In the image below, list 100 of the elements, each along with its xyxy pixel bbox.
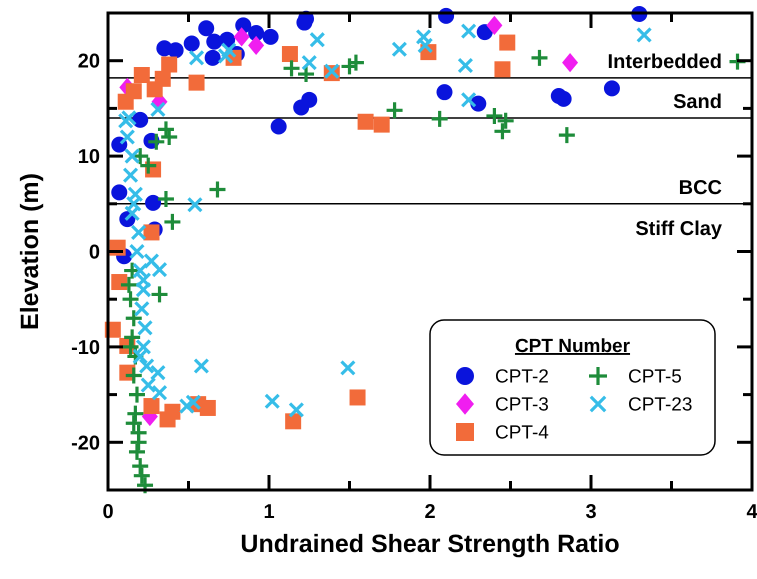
point: [470, 96, 486, 112]
point: [146, 81, 163, 98]
point: [234, 27, 250, 46]
point: [218, 48, 234, 64]
point: [156, 189, 176, 209]
point: [185, 394, 202, 410]
point: [130, 456, 150, 476]
point: [296, 64, 316, 84]
point: [288, 402, 304, 418]
point: [350, 389, 366, 406]
y-tick-label: 10: [78, 146, 100, 168]
point: [188, 50, 205, 66]
point: [150, 364, 166, 381]
point: [374, 116, 390, 133]
annotation: BCC: [678, 176, 722, 199]
point: [146, 132, 166, 152]
legend-label: CPT-3: [495, 394, 549, 416]
point: [119, 275, 139, 294]
point: [127, 442, 147, 462]
y-axis-title: Elevation (m): [16, 173, 44, 330]
point: [248, 36, 264, 56]
point: [486, 16, 502, 35]
point: [168, 42, 184, 58]
point: [208, 180, 228, 200]
point: [145, 194, 162, 211]
point: [346, 53, 366, 72]
annotation: Interbedded: [608, 50, 722, 73]
point: [604, 80, 620, 96]
point: [301, 54, 318, 71]
point: [384, 100, 404, 120]
point: [135, 338, 152, 355]
point: [127, 186, 144, 202]
point: [309, 32, 326, 48]
point: [557, 126, 576, 145]
legend-label: CPT-2: [495, 366, 549, 388]
point: [220, 42, 237, 58]
x-tick-label: 2: [424, 501, 436, 523]
point: [282, 46, 298, 62]
point: [198, 20, 214, 36]
point: [728, 52, 748, 72]
point: [152, 262, 168, 278]
point: [285, 413, 302, 430]
annotation: Stiff Clay: [635, 218, 723, 240]
point: [124, 148, 140, 164]
point: [132, 262, 148, 279]
x-axis-title: Undrained Shear Strength Ratio: [240, 530, 620, 558]
point: [492, 122, 512, 141]
point: [135, 282, 152, 298]
legend-label: CPT-23: [628, 394, 692, 416]
point: [282, 58, 302, 78]
point: [150, 101, 166, 118]
point: [494, 61, 510, 78]
point: [126, 196, 142, 212]
point: [127, 385, 147, 404]
point: [270, 118, 287, 135]
point: [124, 205, 140, 222]
point: [391, 41, 408, 58]
point: [188, 74, 205, 91]
point: [111, 136, 128, 153]
point: [134, 67, 150, 84]
point: [126, 404, 145, 424]
point: [476, 24, 493, 40]
point: [340, 360, 356, 376]
point: [132, 112, 148, 128]
point: [140, 377, 156, 394]
point: [122, 328, 142, 347]
point: [134, 300, 150, 317]
legend-title: CPT Number: [514, 336, 631, 357]
point: [150, 284, 170, 304]
point: [152, 384, 168, 401]
point: [556, 90, 572, 107]
x-tick-label: 1: [263, 501, 275, 523]
point: [416, 28, 432, 45]
point: [460, 23, 477, 40]
point: [430, 109, 450, 128]
point: [264, 393, 280, 410]
point: [460, 92, 477, 108]
point: [124, 308, 144, 328]
point: [119, 129, 136, 146]
point: [137, 320, 154, 336]
point: [178, 398, 195, 414]
point: [143, 224, 160, 240]
point: [128, 244, 145, 260]
point: [499, 34, 516, 51]
point: [111, 184, 128, 200]
point: [143, 253, 160, 270]
point: [118, 112, 134, 129]
y-tick-label: -10: [71, 336, 100, 359]
y-tick-label: -20: [71, 432, 100, 454]
point: [120, 290, 140, 309]
x-tick-label: 0: [102, 501, 114, 523]
point: [162, 212, 182, 232]
x-tick-label: 3: [585, 501, 597, 523]
y-tick-label: 20: [78, 50, 100, 73]
point: [111, 274, 128, 290]
annotation: Sand: [673, 90, 722, 113]
point: [293, 99, 310, 116]
point: [562, 53, 578, 72]
point: [138, 358, 155, 374]
point: [530, 48, 550, 68]
